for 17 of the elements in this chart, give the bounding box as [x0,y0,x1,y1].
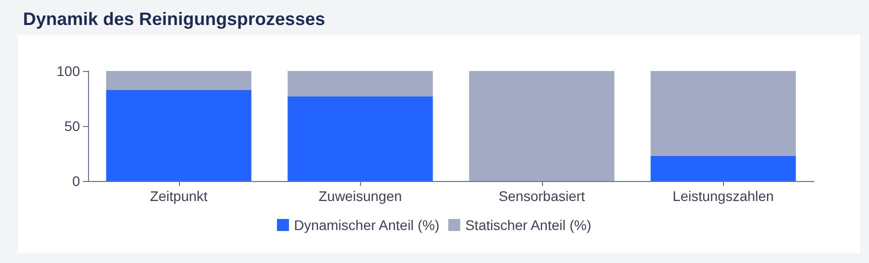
x-tick-label: Sensorbasiert [498,188,586,204]
x-tick-label: Leistungszahlen [672,188,774,204]
chart-title: Dynamik des Reinigungsprozesses [23,9,326,29]
y-tick-label: 0 [72,173,80,189]
bar [650,71,796,156]
y-tick-label: 100 [56,63,80,79]
x-tick-label: Zeitpunkt [150,188,208,204]
y-tick-label: 50 [64,118,80,134]
legend-label: Statischer Anteil (%) [465,217,592,233]
x-tick-label: Zuweisungen [318,188,402,204]
legend-label: Dynamischer Anteil (%) [294,217,440,233]
bar [288,96,433,181]
bar [288,71,433,96]
bar [106,90,252,181]
bar [650,156,796,181]
bar [469,71,614,181]
bar [106,71,252,90]
